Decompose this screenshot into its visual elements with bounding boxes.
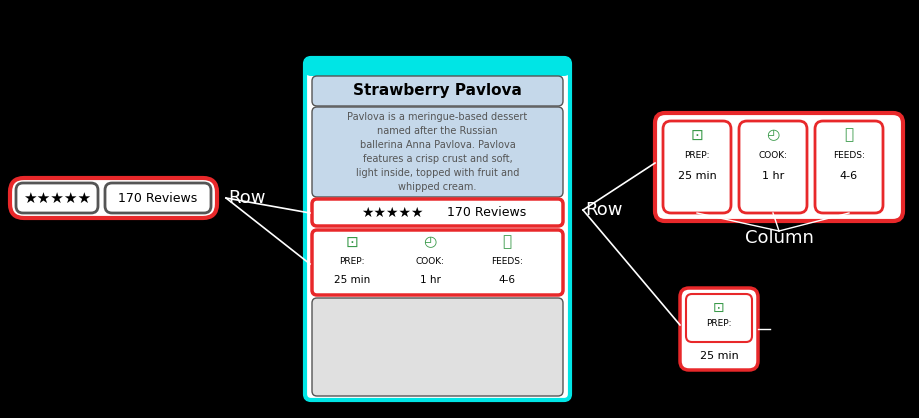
Text: Row: Row bbox=[228, 189, 266, 207]
FancyBboxPatch shape bbox=[105, 183, 211, 213]
Text: Row: Row bbox=[585, 201, 622, 219]
FancyBboxPatch shape bbox=[655, 113, 903, 221]
Text: Strawberry Pavlova: Strawberry Pavlova bbox=[353, 84, 522, 99]
Text: ⊡: ⊡ bbox=[713, 301, 725, 315]
FancyBboxPatch shape bbox=[305, 58, 570, 76]
FancyBboxPatch shape bbox=[16, 183, 98, 213]
Text: ⊡: ⊡ bbox=[346, 234, 358, 250]
Text: COOK:: COOK: bbox=[415, 257, 445, 267]
FancyBboxPatch shape bbox=[312, 76, 563, 106]
FancyBboxPatch shape bbox=[739, 121, 807, 213]
FancyBboxPatch shape bbox=[663, 121, 731, 213]
Text: 170 Reviews: 170 Reviews bbox=[119, 191, 198, 204]
Text: ◴: ◴ bbox=[424, 234, 437, 250]
Text: Column: Column bbox=[744, 229, 813, 247]
Text: FEEDS:: FEEDS: bbox=[491, 257, 523, 267]
FancyBboxPatch shape bbox=[680, 288, 758, 370]
FancyBboxPatch shape bbox=[312, 199, 563, 226]
FancyBboxPatch shape bbox=[686, 294, 752, 342]
Text: 25 min: 25 min bbox=[699, 351, 738, 361]
Text: ⊡: ⊡ bbox=[690, 127, 703, 143]
Text: 4-6: 4-6 bbox=[498, 275, 516, 285]
FancyBboxPatch shape bbox=[10, 178, 217, 218]
FancyBboxPatch shape bbox=[312, 107, 563, 197]
Text: 4-6: 4-6 bbox=[840, 171, 858, 181]
Text: 1 hr: 1 hr bbox=[762, 171, 784, 181]
Text: ◴: ◴ bbox=[766, 127, 779, 143]
Text: 25 min: 25 min bbox=[334, 275, 370, 285]
Text: PREP:: PREP: bbox=[685, 150, 709, 160]
Text: ★★★★★: ★★★★★ bbox=[361, 206, 424, 219]
FancyBboxPatch shape bbox=[305, 58, 570, 400]
Text: 1 hr: 1 hr bbox=[420, 275, 440, 285]
Text: COOK:: COOK: bbox=[758, 150, 788, 160]
Text: Pavlova is a meringue-based dessert
named after the Russian
ballerina Anna Pavlo: Pavlova is a meringue-based dessert name… bbox=[347, 112, 528, 192]
Text: 170 Reviews: 170 Reviews bbox=[448, 206, 527, 219]
Text: ★★★★★: ★★★★★ bbox=[23, 191, 91, 206]
FancyBboxPatch shape bbox=[815, 121, 883, 213]
Text: PREP:: PREP: bbox=[706, 319, 732, 329]
Text: FEEDS:: FEEDS: bbox=[833, 150, 865, 160]
Text: 25 min: 25 min bbox=[677, 171, 717, 181]
FancyBboxPatch shape bbox=[312, 298, 563, 396]
Text: ⑂: ⑂ bbox=[503, 234, 512, 250]
FancyBboxPatch shape bbox=[312, 230, 563, 295]
Text: ⑂: ⑂ bbox=[845, 127, 854, 143]
Text: PREP:: PREP: bbox=[339, 257, 365, 267]
